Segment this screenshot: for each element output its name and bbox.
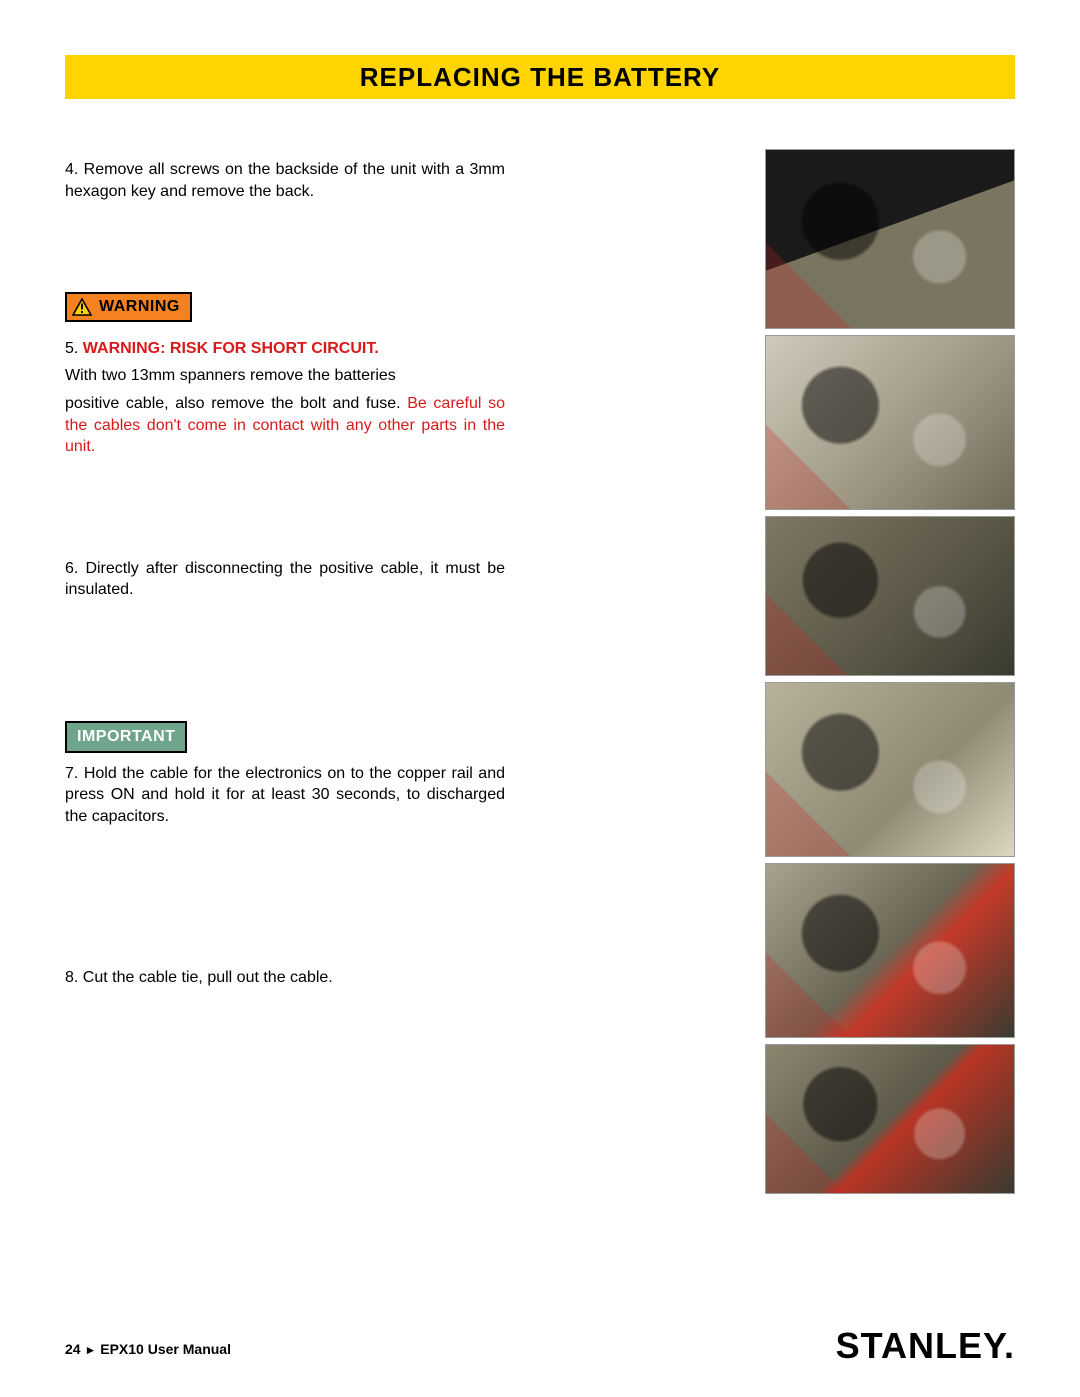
- step-5-line1: With two 13mm spanners remove the batter…: [65, 365, 505, 387]
- section-title-bar: REPLACING THE BATTERY: [65, 55, 1015, 99]
- page-footer: 24 ► EPX10 User Manual: [65, 1341, 231, 1357]
- warning-badge: WARNING: [65, 292, 192, 322]
- brand-dot: .: [1004, 1325, 1015, 1366]
- step-7: IMPORTANT 7. Hold the cable for the elec…: [65, 721, 505, 827]
- step-4-num: 4.: [65, 161, 78, 178]
- page-number: 24: [65, 1341, 81, 1357]
- step-6-text: 6. Directly after disconnecting the posi…: [65, 558, 505, 601]
- step-8: 8. Cut the cable tie, pull out the cable…: [65, 967, 505, 989]
- step-5-title-line: 5. WARNING: RISK FOR SHORT CIRCUIT.: [65, 338, 505, 360]
- step-6-body: Directly after disconnecting the positiv…: [65, 560, 505, 599]
- step-8-body: Cut the cable tie, pull out the cable.: [83, 969, 333, 986]
- step-6-num: 6.: [65, 560, 78, 577]
- footer-arrow-icon: ►: [84, 1343, 96, 1357]
- step-7-body: Hold the cable for the electronics on to…: [65, 765, 505, 825]
- manual-name: EPX10 User Manual: [100, 1341, 231, 1357]
- text-column: 4. Remove all screws on the backside of …: [65, 149, 505, 1194]
- step8b-pull-cable-photo: [765, 1044, 1015, 1194]
- step-5-line2: positive cable, also remove the bolt and…: [65, 393, 505, 458]
- step-5-line2a: positive cable, also remove the bolt and…: [65, 395, 407, 412]
- step-4: 4. Remove all screws on the backside of …: [65, 159, 505, 202]
- brand-text: STANLEY: [836, 1325, 1004, 1366]
- step-7-num: 7.: [65, 765, 78, 782]
- step-5: WARNING 5. WARNING: RISK FOR SHORT CIRCU…: [65, 292, 505, 458]
- section-title: REPLACING THE BATTERY: [360, 62, 720, 93]
- step4-back-panel-photo: [765, 149, 1015, 329]
- step-4-body: Remove all screws on the backside of the…: [65, 161, 505, 200]
- important-badge: IMPORTANT: [65, 721, 187, 753]
- content-row: 4. Remove all screws on the backside of …: [65, 149, 1015, 1194]
- step-7-text: 7. Hold the cable for the electronics on…: [65, 763, 505, 828]
- step6-insulate-cable-photo: [765, 516, 1015, 676]
- step-5-num: 5.: [65, 340, 78, 357]
- step8a-cable-tie-photo: [765, 863, 1015, 1038]
- warning-badge-label: WARNING: [99, 296, 180, 318]
- step-5-warning-title: WARNING: RISK FOR SHORT CIRCUIT.: [83, 340, 379, 357]
- step-4-text: 4. Remove all screws on the backside of …: [65, 159, 505, 202]
- warning-triangle-icon: [71, 297, 93, 317]
- brand-logo: STANLEY.: [836, 1325, 1015, 1367]
- step-8-num: 8.: [65, 969, 78, 986]
- image-column: [765, 149, 1015, 1194]
- step-8-text: 8. Cut the cable tie, pull out the cable…: [65, 967, 505, 989]
- step7-copper-rail-photo: [765, 682, 1015, 857]
- step5-battery-terminal-photo: [765, 335, 1015, 510]
- step-6: 6. Directly after disconnecting the posi…: [65, 558, 505, 601]
